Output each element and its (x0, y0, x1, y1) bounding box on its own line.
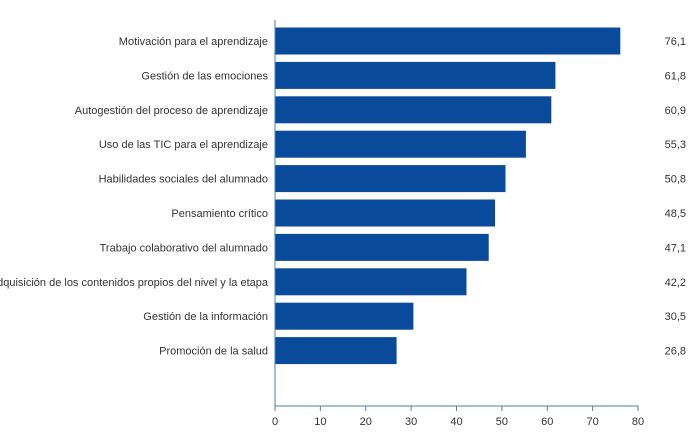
x-tick-label: 0 (272, 416, 278, 428)
x-tick-label: 20 (360, 416, 372, 428)
category-label: Pensamiento crítico (171, 208, 268, 220)
value-label: 76,1 (665, 36, 686, 48)
value-labels-group: 76,1 61,8 60,9 55,3 50,8 48,5 47,1 42,2 30,5 26,8 (665, 36, 686, 358)
x-tick-label: 70 (587, 416, 599, 428)
x-tick-label: 40 (450, 416, 462, 428)
value-label: 26,8 (665, 346, 686, 358)
category-label: Motivación para el aprendizaje (119, 36, 268, 48)
x-tick-label: 80 (632, 416, 644, 428)
bar (275, 268, 467, 296)
value-label: 30,5 (665, 311, 686, 323)
bar (275, 27, 621, 55)
category-label: Gestión de la información (143, 311, 268, 323)
bar (275, 199, 496, 227)
bar (275, 165, 506, 193)
bar (275, 233, 489, 261)
category-label: Trabajo colaborativo del alumnado (100, 242, 268, 254)
category-label: Autogestión del proceso de aprendizaje (75, 105, 268, 117)
category-label: Uso de las TIC para el aprendizaje (99, 139, 268, 151)
x-tick-label: 10 (314, 416, 326, 428)
bar (275, 337, 397, 365)
value-label: 50,8 (665, 174, 686, 186)
category-label: Promoción de la salud (159, 346, 268, 358)
category-labels-group: Motivación para el aprendizaje Gestión de… (0, 36, 269, 358)
value-label: 42,2 (665, 277, 686, 289)
value-label: 47,1 (665, 242, 686, 254)
x-tick-label: 50 (496, 416, 508, 428)
x-tick-label: 30 (405, 416, 417, 428)
value-label: 61,8 (665, 70, 686, 82)
category-label: Gestión de las emociones (141, 70, 268, 82)
bars-group (275, 27, 621, 365)
value-label: 48,5 (665, 208, 686, 220)
x-axis-group: 0 10 20 30 40 50 60 70 80 (272, 405, 644, 428)
category-label: Adquisición de los contenidos propios de… (0, 277, 269, 289)
bar (275, 61, 556, 89)
value-label: 60,9 (665, 105, 686, 117)
category-label: Habilidades sociales del alumnado (99, 174, 268, 186)
bar (275, 302, 414, 330)
value-label: 55,3 (665, 139, 686, 151)
bar (275, 96, 552, 124)
x-tick-label: 60 (541, 416, 553, 428)
bar (275, 130, 526, 158)
